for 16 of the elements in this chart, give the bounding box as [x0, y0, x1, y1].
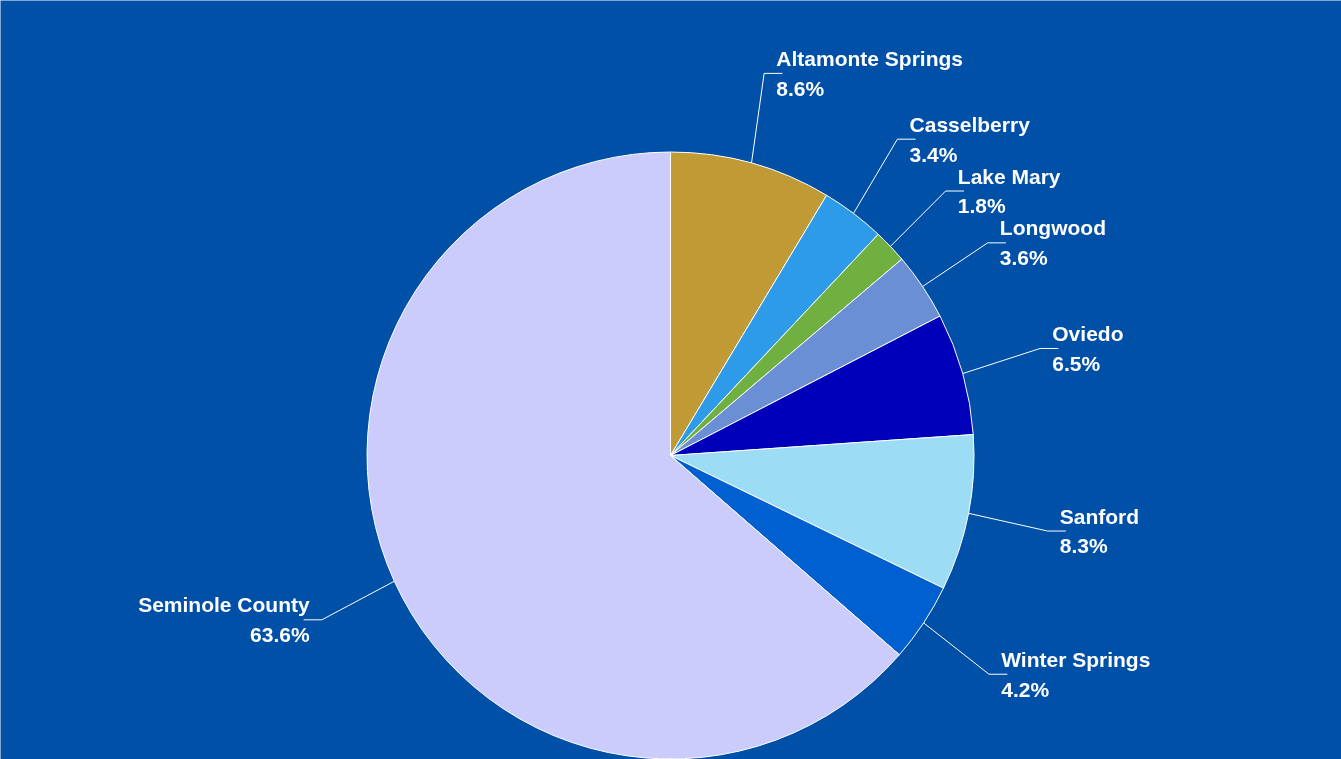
data-label: 1.8%: [957, 194, 1007, 218]
data-label: 6.5%: [1052, 351, 1101, 375]
slice-label: Longwood: [999, 216, 1106, 240]
data-label: 8.6%: [776, 76, 825, 100]
slice-label: Altamonte Springs: [776, 46, 964, 70]
data-label: 3.6%: [999, 246, 1049, 270]
slice-label: Winter Springs: [1001, 647, 1151, 671]
data-label: 4.2%: [1001, 677, 1050, 701]
data-label: 63.6%: [250, 623, 310, 647]
slice-label: Seminole County: [138, 593, 310, 617]
slice-label: Sanford: [1059, 504, 1140, 528]
slice-label: Lake Mary: [957, 164, 1061, 188]
data-label: 8.3%: [1059, 534, 1108, 558]
slice-label: Casselberry: [909, 112, 1031, 136]
slice-label: Oviedo: [1052, 322, 1124, 346]
data-label: 3.4%: [909, 142, 958, 166]
